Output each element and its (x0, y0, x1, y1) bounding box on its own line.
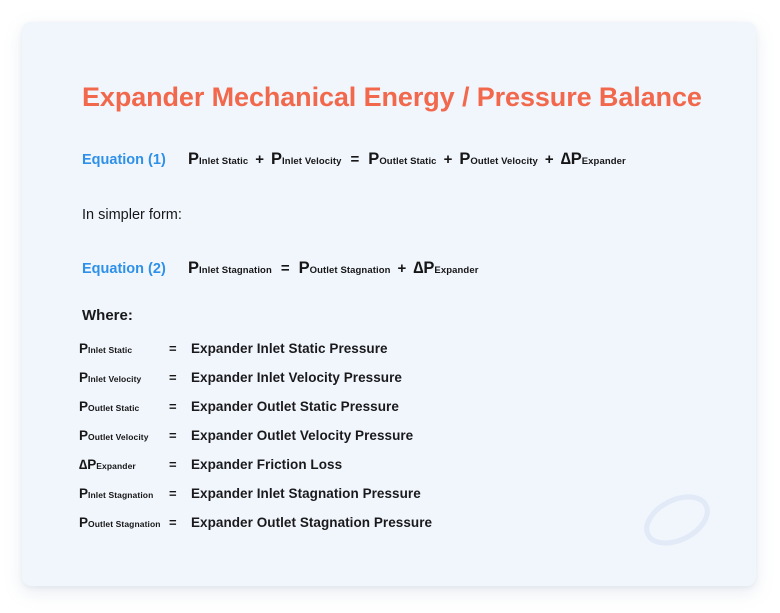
term-subscript: Inlet Static (199, 156, 249, 167)
term-subscript: Expander (434, 265, 479, 276)
term-subscript: Outlet Stagnation (309, 265, 391, 276)
slide-card: Expander Mechanical Energy / Pressure Ba… (22, 22, 756, 586)
term-base: P (368, 150, 380, 168)
term-base: P (298, 259, 310, 277)
definition-symbol: P Inlet Velocity (79, 370, 169, 385)
list-item: P Outlet Stagnation = Expander Outlet Sta… (79, 515, 679, 544)
symbol-base: P (79, 370, 89, 385)
symbol-subscript: Inlet Stagnation (88, 490, 154, 500)
symbol-subscript: Expander (96, 461, 136, 471)
operator-plus: + (255, 151, 265, 168)
symbol-subscript: Inlet Static (88, 345, 133, 355)
equation-2-row: Equation (2) P Inlet Stagnation = P Outlet… (82, 259, 479, 278)
term-base: P (271, 150, 283, 168)
term-base: ∆P (560, 150, 582, 168)
symbol-base: ∆P (79, 457, 97, 472)
definition-list: P Inlet Static = Expander Inlet Static Pr… (79, 341, 679, 544)
symbol-subscript: Outlet Velocity (88, 432, 149, 442)
term-base: P (459, 150, 471, 168)
term-base: P (188, 259, 200, 277)
list-item: P Inlet Stagnation = Expander Inlet Stagn… (79, 486, 679, 515)
symbol-base: P (79, 486, 89, 501)
term-p-inlet-static: P Inlet Static (188, 150, 248, 169)
term-delta-p-expander: ∆P Expander (413, 259, 478, 278)
equation-1-row: Equation (1) P Inlet Static + P Inlet Velo… (82, 150, 626, 169)
symbol-subscript: Outlet Static (88, 403, 140, 413)
term-subscript: Outlet Static (379, 156, 437, 167)
term-subscript: Expander (581, 156, 626, 167)
equation-1-body: P Inlet Static + P Inlet Velocity = P Outle… (188, 150, 626, 169)
operator-plus: + (544, 151, 554, 168)
list-item: P Inlet Velocity = Expander Inlet Velocit… (79, 370, 679, 399)
term-subscript: Inlet Stagnation (199, 265, 272, 276)
list-item: P Outlet Velocity = Expander Outlet Veloc… (79, 428, 679, 457)
definition-text: Expander Inlet Static Pressure (191, 341, 388, 356)
equation-2-body: P Inlet Stagnation = P Outlet Stagnation +… (188, 259, 479, 278)
term-subscript: Outlet Velocity (470, 156, 538, 167)
operator-plus: + (397, 260, 407, 277)
simpler-form-label: In simpler form: (82, 207, 182, 223)
term-p-outlet-velocity: P Outlet Velocity (459, 150, 538, 169)
definition-text: Expander Inlet Stagnation Pressure (191, 486, 421, 501)
term-p-outlet-static: P Outlet Static (368, 150, 436, 169)
definition-symbol: P Outlet Stagnation (79, 515, 169, 530)
list-item: P Outlet Static = Expander Outlet Static … (79, 399, 679, 428)
definition-symbol: ∆P Expander (79, 457, 169, 472)
equals-sign: = (169, 486, 177, 501)
equals-sign: = (169, 399, 177, 414)
page-title: Expander Mechanical Energy / Pressure Ba… (82, 82, 702, 112)
term-base: P (188, 150, 200, 168)
term-p-inlet-stagnation: P Inlet Stagnation (188, 259, 272, 278)
list-item: ∆P Expander = Expander Friction Loss (79, 457, 679, 486)
symbol-base: P (79, 428, 89, 443)
definition-text: Expander Outlet Static Pressure (191, 399, 399, 414)
term-p-inlet-velocity: P Inlet Velocity (271, 150, 342, 169)
definition-symbol: P Outlet Velocity (79, 428, 169, 443)
symbol-base: P (79, 515, 89, 530)
term-delta-p-expander: ∆P Expander (561, 150, 626, 169)
definition-text: Expander Outlet Velocity Pressure (191, 428, 414, 443)
term-p-outlet-stagnation: P Outlet Stagnation (299, 259, 391, 278)
list-item: P Inlet Static = Expander Inlet Static Pr… (79, 341, 679, 370)
symbol-base: P (79, 399, 89, 414)
symbol-subscript: Outlet Stagnation (88, 519, 161, 529)
definition-text: Expander Inlet Velocity Pressure (191, 370, 402, 385)
where-heading: Where: (82, 307, 133, 324)
equals-sign: = (169, 370, 177, 385)
symbol-base: P (79, 341, 89, 356)
definition-symbol: P Inlet Stagnation (79, 486, 169, 501)
operator-equals: = (280, 260, 290, 277)
equation-1-label: Equation (1) (82, 152, 166, 168)
equals-sign: = (169, 457, 177, 472)
symbol-subscript: Inlet Velocity (88, 374, 142, 384)
equals-sign: = (169, 341, 177, 356)
definition-text: Expander Outlet Stagnation Pressure (191, 515, 433, 530)
definition-text: Expander Friction Loss (191, 457, 343, 472)
term-base: ∆P (413, 259, 435, 277)
definition-symbol: P Inlet Static (79, 341, 169, 356)
operator-equals: = (350, 151, 360, 168)
operator-plus: + (443, 151, 453, 168)
term-subscript: Inlet Velocity (282, 156, 342, 167)
equation-2-label: Equation (2) (82, 261, 166, 277)
definition-symbol: P Outlet Static (79, 399, 169, 414)
equals-sign: = (169, 428, 177, 443)
equals-sign: = (169, 515, 177, 530)
